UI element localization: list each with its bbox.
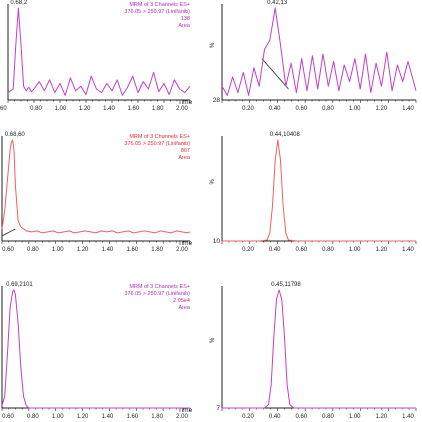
x-tick-label: 1.40 — [103, 106, 115, 112]
x-tick-label: 0.40 — [269, 414, 281, 420]
x-axis-label: Time — [178, 240, 193, 247]
x-tick-label: 0.60 — [295, 247, 307, 253]
y-axis-label: % — [210, 179, 216, 185]
x-tick-label: 0.60 — [295, 414, 307, 420]
header-line: MRM of 3 Channels ES+ — [129, 284, 190, 290]
x-tick-label: 2.00 — [176, 106, 188, 112]
x-tick-label: 1.00 — [349, 106, 361, 112]
x-tick-label: 1.20 — [375, 414, 387, 420]
header-line: Area — [178, 305, 191, 311]
peak-label: 0.42,13 — [267, 0, 288, 6]
header-line: Area — [178, 23, 191, 29]
x-tick-label: 1.00 — [52, 247, 64, 253]
x-tick-label: 1.20 — [77, 247, 89, 253]
x-tick-label: 2.00 — [176, 247, 188, 253]
header-line: 2.05e4 — [173, 298, 190, 304]
x-tick-label: 0.40 — [269, 247, 281, 253]
x-tick-label: 1.60 — [127, 106, 139, 112]
y-axis-label: % — [210, 42, 216, 48]
x-tick-label: 1.00 — [349, 247, 361, 253]
peak-label: 0.68,60 — [5, 132, 26, 138]
series-line — [1, 139, 191, 234]
x-tick-label: 1.20 — [375, 106, 387, 112]
header-line: MRM of 3 Channels ES+ — [129, 2, 190, 8]
header-line: 376.05 > 250.97 (Linifanib) — [124, 9, 190, 15]
y-bottom-label: 10 — [213, 238, 221, 245]
x-tick-label: 1.40 — [402, 106, 414, 112]
x-tick-label: 1.20 — [79, 106, 91, 112]
x-tick-label: 0.20 — [242, 247, 254, 253]
x-tick-label: 0.80 — [30, 106, 42, 112]
x-axis-label: Time — [178, 407, 193, 414]
x-tick-label: 60 — [0, 106, 7, 112]
peak-label: 0.45,11798 — [271, 282, 301, 288]
x-tick-label: 0.80 — [322, 414, 334, 420]
x-tick-label: 0.60 — [295, 106, 307, 112]
x-tick-label: 1.60 — [126, 414, 138, 420]
y-bottom-label: 28 — [213, 97, 221, 104]
header-line: 807 — [181, 148, 190, 154]
x-axis-label: Time — [178, 99, 193, 106]
x-tick-label: 0.40 — [269, 106, 281, 112]
x-tick-label: 0.80 — [322, 247, 334, 253]
peak-label: 0.44,10408 — [270, 132, 301, 138]
series-line — [221, 7, 417, 96]
header-line: 376.05 > 250.97 (Linifanib) — [124, 141, 190, 147]
x-tick-label: 1.40 — [402, 414, 414, 420]
x-tick-label: 1.00 — [54, 106, 66, 112]
x-tick-label: 1.40 — [102, 247, 114, 253]
peak-label: 0.68,2 — [10, 0, 27, 6]
x-tick-label: 0.80 — [27, 247, 39, 253]
x-tick-label: 0.60 — [2, 247, 14, 253]
header-line: MRM of 3 Channels ES+ — [129, 134, 190, 140]
panel-middle-right: 0.20 0.40 0.60 0.80 1.00 1.20 1.40% 10 0.44,1040… — [210, 132, 417, 253]
y-bottom-label: 7 — [216, 405, 220, 412]
baseline-segment — [261, 58, 289, 90]
x-tick-label: 0.20 — [242, 414, 254, 420]
header-line: 138 — [181, 16, 190, 22]
series-line — [222, 289, 416, 409]
x-tick-label: 1.20 — [375, 247, 387, 253]
series-line — [1, 289, 190, 409]
peak-label: 0.69,2101 — [6, 282, 33, 288]
x-tick-label: 1.80 — [152, 106, 164, 112]
x-tick-label: 1.40 — [102, 414, 114, 420]
x-tick-label: 1.80 — [151, 414, 163, 420]
panel-top-right: 0.20 0.40 0.60 0.80 1.00 1.20 1.40% 28 0.42,13 — [210, 0, 417, 112]
y-axis-label: % — [210, 337, 216, 343]
x-tick-label: 1.40 — [402, 247, 414, 253]
x-tick-label: 1.00 — [52, 414, 64, 420]
header-line: 376.05 > 250.97 (Linifanib) — [124, 291, 190, 297]
series-line — [222, 139, 416, 242]
x-tick-label: 1.00 — [349, 414, 361, 420]
x-tick-label: 1.80 — [151, 247, 163, 253]
x-tick-label: 0.20 — [242, 106, 254, 112]
x-tick-label: 1.60 — [126, 247, 138, 253]
panel-bottom-right: 0.20 0.40 0.60 0.80 1.00 1.20 1.40% 7 0.45,11798 — [210, 282, 417, 420]
x-tick-label: 0.60 — [2, 414, 14, 420]
x-tick-label: 0.80 — [322, 106, 334, 112]
baseline-segment — [1, 228, 16, 237]
x-tick-label: 0.80 — [27, 414, 39, 420]
x-tick-label: 2.00 — [176, 414, 188, 420]
header-line: Area — [178, 155, 191, 161]
x-tick-label: 1.20 — [77, 414, 89, 420]
series-line — [7, 7, 191, 96]
